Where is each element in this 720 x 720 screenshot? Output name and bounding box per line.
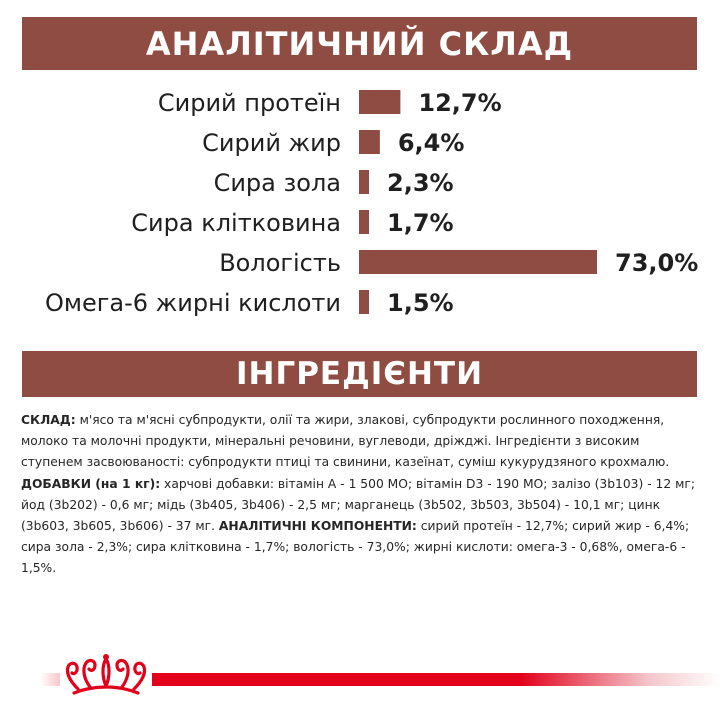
bar bbox=[359, 290, 369, 314]
bar bbox=[359, 170, 369, 194]
bar bbox=[359, 210, 369, 234]
analytical-components-text: сирий протеїн - 12,7%; сирий жир - 6,4%;… bbox=[21, 519, 690, 576]
category-label: Сира клітковина bbox=[131, 209, 341, 237]
analysis-banner: АНАЛІТИЧНИЙ СКЛАД bbox=[22, 17, 697, 70]
value-label: 1,5% bbox=[387, 289, 454, 317]
crown-icon bbox=[60, 651, 152, 699]
ingredients-banner-title: ІНГРЕДІЄНТИ bbox=[235, 356, 484, 392]
bar bbox=[359, 90, 401, 114]
composition-text: м'ясо та м'ясні субпродукти, олії та жир… bbox=[21, 413, 670, 470]
value-label: 1,7% bbox=[387, 209, 454, 237]
category-label: Омега-6 жирні кислоти bbox=[45, 289, 341, 317]
ingredients-banner: ІНГРЕДІЄНТИ bbox=[22, 351, 697, 397]
value-label: 73,0% bbox=[615, 249, 698, 277]
footer-red-line bbox=[0, 673, 720, 686]
value-label: 12,7% bbox=[418, 89, 501, 117]
analysis-banner-title: АНАЛІТИЧНИЙ СКЛАД bbox=[145, 24, 574, 63]
analysis-bar-chart: Сирий протеїн 12,7% Сирий жир 6,4% Сира зола… bbox=[45, 89, 698, 317]
category-label: Сирий жир bbox=[202, 129, 341, 157]
additives-label: ДОБАВКИ (на 1 кг): bbox=[21, 476, 161, 491]
category-label: Сира зола bbox=[214, 169, 341, 197]
bar bbox=[359, 250, 597, 274]
composition-label: СКЛАД: bbox=[21, 413, 76, 427]
analytical-components-label: АНАЛІТИЧНІ КОМПОНЕНТИ: bbox=[218, 519, 417, 534]
category-label: Вологість bbox=[219, 249, 341, 277]
ingredients-text-block: СКЛАД: м'ясо та м'ясні субпродукти, олії… bbox=[21, 410, 701, 580]
ingredients-paragraph: СКЛАД: м'ясо та м'ясні субпродукти, олії… bbox=[21, 410, 701, 580]
category-label: Сирий протеїн bbox=[158, 89, 341, 117]
value-label: 2,3% bbox=[387, 169, 454, 197]
value-label: 6,4% bbox=[398, 129, 465, 157]
additives-text: харчові добавки: вітамін A - 1 500 МО; в… bbox=[21, 476, 695, 534]
bar bbox=[359, 130, 380, 154]
